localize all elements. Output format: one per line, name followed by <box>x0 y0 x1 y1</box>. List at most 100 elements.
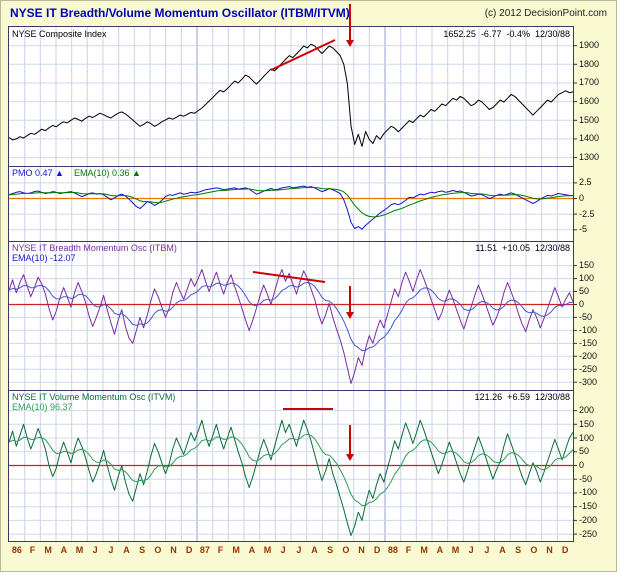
chart-title: NYSE IT Breadth/Volume Momentum Oscillat… <box>10 6 350 20</box>
y-tick-label: 2.5 <box>579 177 592 188</box>
x-year-label: 88 <box>387 545 398 555</box>
x-month-label: J <box>468 545 474 555</box>
x-month-label: S <box>515 545 522 555</box>
x-month-label: J <box>484 545 490 555</box>
x-month-label: J <box>108 545 114 555</box>
panel-label-pmo-group: PMO 0.47 ▲ EMA(10) 0.36 ▲ <box>12 168 141 178</box>
itvm-plot <box>9 390 573 541</box>
y-tick-label: -150 <box>579 501 598 512</box>
y-tick-label: 1500 <box>579 114 600 125</box>
x-month-label: O <box>342 545 350 555</box>
y-tick-label: 100 <box>579 273 595 284</box>
panel-separator <box>9 241 573 242</box>
x-month-label: M <box>451 545 460 555</box>
y-tick-label: 1800 <box>579 58 600 69</box>
x-month-label: M <box>420 545 428 555</box>
x-month-label: F <box>29 545 36 555</box>
y-tick-label: 50 <box>579 446 590 457</box>
panel-itvm: NYSE IT Volume Momentum Osc (ITVM) EMA(1… <box>9 390 573 541</box>
y-tick-label: -100 <box>579 487 598 498</box>
x-month-label: A <box>60 545 68 555</box>
x-month-label: J <box>296 545 302 555</box>
itbm-ema-label: EMA(10) -12.07 <box>12 253 76 263</box>
pmo-ema-label: EMA(10) 0.36 ▲ <box>73 168 141 178</box>
y-tick-label: -150 <box>579 337 598 348</box>
y-tick-label: 150 <box>579 418 595 429</box>
x-month-label: F <box>405 545 412 555</box>
x-year-label: 86 <box>11 545 22 555</box>
y-tick-label: 1600 <box>579 96 600 107</box>
x-month-label: A <box>248 545 256 555</box>
panel-itbm: NYSE IT Breadth Momentum Osc (ITBM) EMA(… <box>9 241 573 390</box>
x-month-label: N <box>546 545 553 555</box>
y-tick-label: -250 <box>579 528 598 539</box>
y-tick-label: -2.5 <box>579 208 595 219</box>
panel-separator <box>9 390 573 391</box>
itbm-ema-line <box>9 281 573 352</box>
x-month-label: S <box>327 545 334 555</box>
y-tick-label: -300 <box>579 376 598 387</box>
y-tick-label: 50 <box>579 286 590 297</box>
y-tick-label: -100 <box>579 324 598 335</box>
pmo-value-label: PMO 0.47 ▲ <box>12 168 64 178</box>
gridlines <box>9 166 573 241</box>
itvm-ema-line <box>9 433 573 507</box>
panel-quote-itbm: 11.51 +10.05 12/30/88 <box>475 243 570 253</box>
itvm-line <box>9 419 573 536</box>
panel-quote-itvm: 121.26 +6.59 12/30/88 <box>474 392 570 402</box>
x-month-label: M <box>263 545 272 555</box>
y-axis-labels: 1900 1800 1700 1600 1500 1400 1300 2.5 0 -2.5 -5 15… <box>579 0 617 572</box>
y-tick-label: -200 <box>579 514 598 525</box>
y-tick-label: 200 <box>579 405 595 416</box>
x-month-label: J <box>280 545 286 555</box>
y-tick-label: 1300 <box>579 152 600 163</box>
panel-nyse-composite: NYSE Composite Index 1652.25 -6.77 -0.4%… <box>9 27 573 166</box>
y-tick-label: 1900 <box>579 40 600 51</box>
panel-quote-composite: 1652.25 -6.77 -0.4% 12/30/88 <box>443 29 570 39</box>
y-tick-label: 150 <box>579 260 595 271</box>
y-tick-label: 100 <box>579 432 595 443</box>
x-month-label: A <box>123 545 130 555</box>
panel-label-itvm: NYSE IT Volume Momentum Osc (ITVM) <box>12 392 176 402</box>
y-tick-label: -50 <box>579 311 593 322</box>
panel-separator <box>9 166 573 167</box>
panel-label-itbm: NYSE IT Breadth Momentum Osc (ITBM) <box>12 243 177 253</box>
x-month-label: F <box>217 545 224 555</box>
panel-pmo: PMO 0.47 ▲ EMA(10) 0.36 ▲ <box>9 166 573 241</box>
y-tick-label: 0 <box>579 298 585 309</box>
y-tick-label: 0 <box>579 193 585 203</box>
x-month-label: M <box>75 545 84 555</box>
y-tick-label: -50 <box>579 473 593 484</box>
gridlines <box>9 27 573 166</box>
x-month-label: D <box>185 545 193 555</box>
itvm-ema-label: EMA(10) 96.37 <box>12 402 73 412</box>
y-tick-label: -250 <box>579 363 598 374</box>
x-month-label: M <box>44 545 52 555</box>
itbm-plot <box>9 241 573 390</box>
x-month-label: O <box>530 545 538 555</box>
x-year-label: 87 <box>199 545 210 555</box>
x-month-label: N <box>358 545 365 555</box>
pmo-ema-line <box>9 186 573 218</box>
x-axis-labels: 86 F M A M J J A S O N D 87 F M A M J J A S O N D 88 F M A M J J A S O N D <box>0 545 617 559</box>
x-month-label: D <box>373 545 381 555</box>
y-tick-label: -5 <box>579 224 588 235</box>
y-tick-label: 0 <box>579 460 585 470</box>
x-month-label: A <box>499 545 506 555</box>
y-tick-label: -200 <box>579 350 598 361</box>
gridlines <box>9 241 573 390</box>
x-month-label: J <box>92 545 98 555</box>
x-month-label: O <box>154 545 162 555</box>
x-month-label: N <box>170 545 177 555</box>
x-month-label: S <box>139 545 146 555</box>
x-month-label: D <box>561 545 569 555</box>
y-tick-label: 1700 <box>579 77 600 88</box>
copyright-text: (c) 2012 DecisionPoint.com <box>484 8 607 19</box>
composite-plot <box>9 27 573 166</box>
y-tick-label: 1400 <box>579 133 600 144</box>
pmo-plot <box>9 166 573 241</box>
x-month-label: A <box>436 545 444 555</box>
x-month-label: A <box>311 545 318 555</box>
panel-label-composite: NYSE Composite Index <box>12 29 107 39</box>
